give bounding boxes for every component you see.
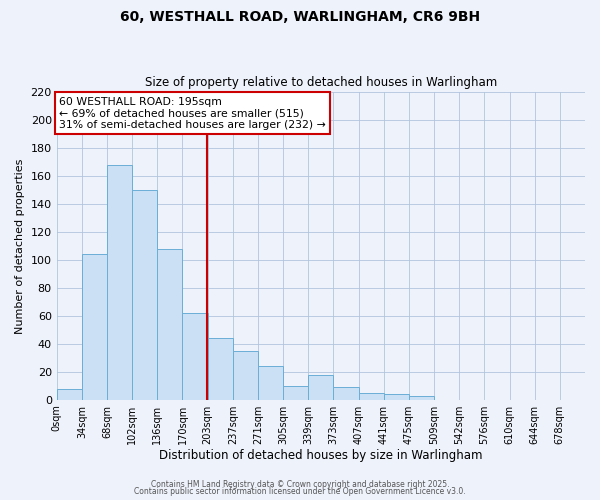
Title: Size of property relative to detached houses in Warlingham: Size of property relative to detached ho…: [145, 76, 497, 90]
Bar: [132, 190, 157, 400]
Bar: [258, 366, 283, 400]
Bar: [82, 254, 107, 400]
Bar: [233, 351, 258, 400]
Text: 60, WESTHALL ROAD, WARLINGHAM, CR6 9BH: 60, WESTHALL ROAD, WARLINGHAM, CR6 9BH: [120, 10, 480, 24]
Bar: [107, 165, 132, 400]
Bar: [334, 387, 359, 400]
Bar: [308, 374, 334, 400]
Bar: [283, 386, 308, 400]
X-axis label: Distribution of detached houses by size in Warlingham: Distribution of detached houses by size …: [159, 450, 482, 462]
Bar: [359, 392, 384, 400]
Bar: [409, 396, 434, 400]
Text: Contains public sector information licensed under the Open Government Licence v3: Contains public sector information licen…: [134, 487, 466, 496]
Text: 60 WESTHALL ROAD: 195sqm
← 69% of detached houses are smaller (515)
31% of semi-: 60 WESTHALL ROAD: 195sqm ← 69% of detach…: [59, 96, 326, 130]
Bar: [384, 394, 409, 400]
Bar: [56, 388, 82, 400]
Y-axis label: Number of detached properties: Number of detached properties: [15, 158, 25, 334]
Bar: [157, 248, 182, 400]
Bar: [208, 338, 233, 400]
Bar: [182, 313, 208, 400]
Text: Contains HM Land Registry data © Crown copyright and database right 2025.: Contains HM Land Registry data © Crown c…: [151, 480, 449, 489]
